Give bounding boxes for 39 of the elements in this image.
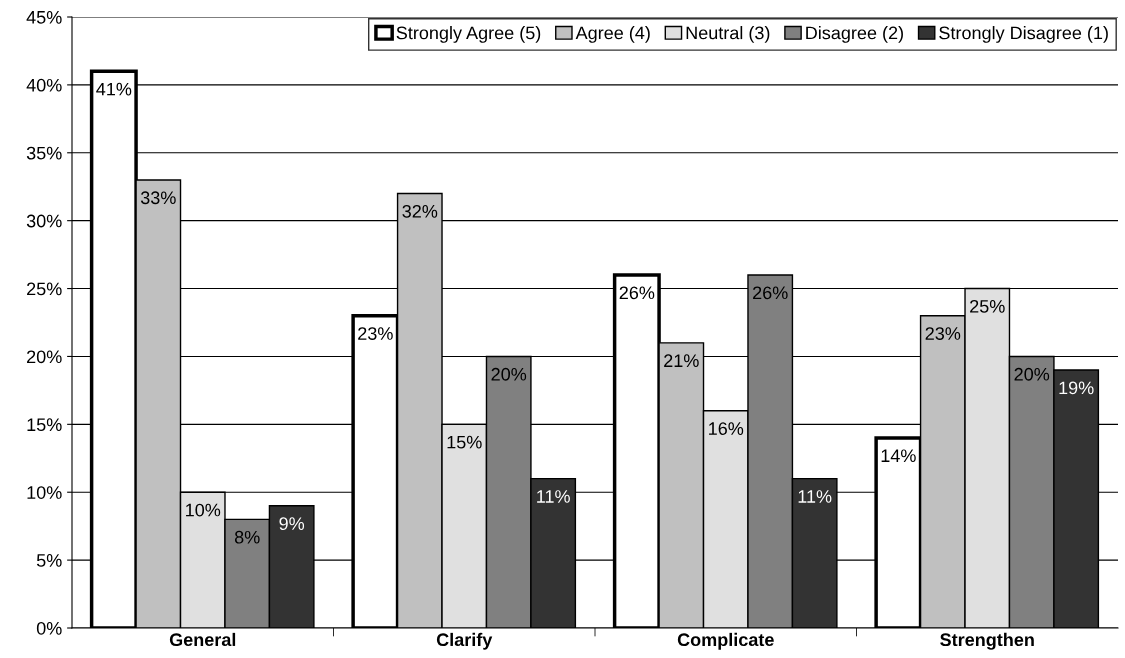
data-label: 19% [1059,381,1094,395]
y-tick-label: 5% [36,554,62,567]
data-label: 26% [753,286,788,300]
legend-label: Disagree (2) [806,26,903,43]
legend-label: Strongly Agree (5) [396,26,541,43]
data-label: 23% [358,327,393,340]
data-label: 20% [1014,367,1050,381]
data-label: 25% [970,299,1005,313]
y-tick-label: 20% [27,350,62,364]
x-tick-label: General [169,632,236,647]
y-tick-label: 15% [27,418,62,432]
y-tick-label: 0% [36,621,62,635]
x-tick-label: Complicate [677,632,774,650]
data-label: 10% [186,503,221,517]
data-label: 11% [537,490,570,503]
y-tick-label: 10% [27,486,62,499]
x-tick-label: Strengthen [940,632,1034,650]
data-label: 16% [709,422,744,435]
data-label: 21% [664,354,699,368]
y-tick-label: 35% [26,146,62,160]
y-tick-label: 30% [26,214,62,228]
x-tick-label: Clarify [436,632,493,650]
data-label: 15% [447,435,482,449]
data-label: 32% [402,204,438,218]
legend-label: Neutral (3) [686,26,770,43]
data-label: 14% [881,449,916,463]
data-label: 20% [491,367,527,381]
legend-label: Strongly Disagree (1) [939,26,1108,43]
data-label: 33% [140,191,176,205]
data-label: 8% [234,530,260,544]
legend-label: Agree (4) [575,26,650,43]
data-label: 26% [619,286,655,300]
y-tick-label: 40% [26,78,62,92]
data-label: 11% [798,490,832,503]
data-label: 9% [279,517,305,531]
data-label: 41% [96,82,132,96]
data-label: 23% [925,327,961,340]
y-tick-label: 25% [27,282,62,296]
y-tick-label: 45% [26,11,62,24]
